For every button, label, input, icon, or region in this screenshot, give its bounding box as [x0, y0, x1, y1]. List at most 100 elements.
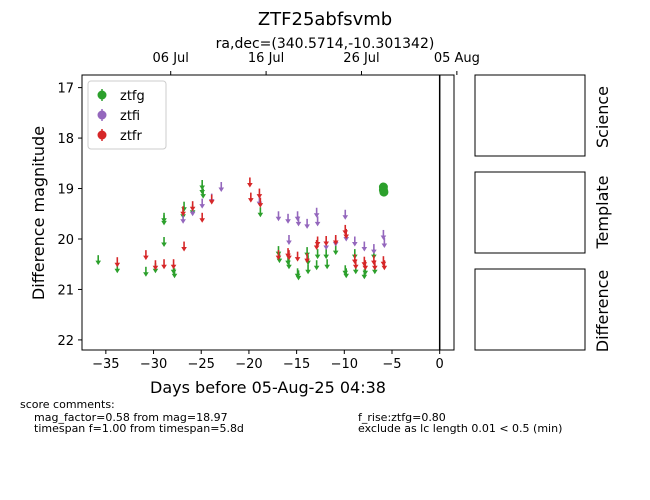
score-comments-header: score comments:	[20, 398, 115, 411]
limit-arrow-ztfg	[342, 265, 349, 276]
limit-arrow-ztfi	[199, 198, 205, 209]
top-date-tick-label: 05 Aug	[434, 51, 480, 66]
limit-arrow-head	[199, 218, 205, 223]
limit-arrow-head	[323, 254, 329, 260]
limit-arrow-ztfi	[381, 238, 388, 249]
legend-label-ztfi: ztfi	[120, 109, 140, 124]
x-axis-label: Days before 05-Aug-25 04:38	[150, 378, 386, 397]
legend-label-ztfg: ztfg	[120, 89, 145, 104]
limit-arrow-head	[199, 185, 205, 190]
limit-arrow-ztfr	[371, 255, 377, 266]
limit-arrow-ztfg	[143, 266, 149, 277]
limit-arrow-ztfg	[200, 188, 206, 199]
limit-arrow-head	[161, 220, 167, 226]
limit-arrow-ztfr	[152, 260, 159, 271]
limit-arrow-ztfg	[161, 237, 167, 248]
template-label: Template	[593, 175, 612, 249]
limit-arrow-head	[372, 265, 378, 271]
limit-arrow-ztfr	[275, 250, 282, 261]
limit-arrow-ztfg	[286, 259, 292, 270]
limit-arrow-ztfr	[304, 253, 310, 264]
limit-arrow-ztfg	[257, 207, 264, 218]
limit-arrow-head	[371, 249, 377, 255]
limit-arrow-head	[314, 242, 321, 247]
limit-arrow-head	[200, 194, 206, 199]
limit-arrow-ztfr	[143, 250, 149, 261]
science-panel	[474, 74, 586, 157]
y-tick-label: 18	[57, 132, 74, 147]
limit-arrow-head	[304, 258, 310, 264]
limit-arrow-head	[380, 235, 387, 240]
limit-arrow-head	[248, 198, 254, 203]
score-comment-f-rise: f_rise:ztfg=0.80	[358, 411, 446, 424]
limit-arrow-ztfr	[256, 188, 263, 199]
limit-arrow-head	[143, 272, 149, 277]
legend-marker-ztfg	[97, 90, 107, 100]
limit-arrow-head	[313, 245, 320, 251]
x-tick-label: −20	[235, 357, 262, 372]
limit-arrow-ztfr	[247, 177, 253, 188]
limit-arrow-head	[314, 254, 321, 260]
limit-arrow-head	[276, 258, 283, 264]
limit-arrow-ztfi	[275, 211, 282, 222]
limit-arrow-ztfr	[208, 194, 215, 205]
limit-arrow-head	[161, 264, 167, 270]
limit-arrow-head	[332, 250, 339, 256]
limit-arrow-head	[152, 265, 159, 271]
difference-panel	[474, 268, 586, 351]
limit-arrow-head	[114, 262, 121, 268]
limit-arrow-head	[286, 255, 292, 261]
limit-arrow-head	[114, 268, 121, 274]
y-axis-label: Difference magnitude	[29, 126, 48, 300]
limit-arrow-ztfr	[294, 251, 301, 262]
limit-arrow-head	[371, 260, 377, 266]
x-tick-label: −10	[331, 357, 358, 372]
score-comment-exclude: exclude as lc length 0.01 < 0.5 (min)	[358, 422, 563, 435]
limit-arrow-ztfr	[314, 236, 321, 247]
legend-marker-ztfi	[97, 110, 107, 120]
limit-arrow-head	[256, 194, 263, 199]
top-date-tick-label: 16 Jul	[248, 51, 284, 66]
limit-arrow-head	[352, 259, 358, 265]
limit-arrow-head	[199, 204, 205, 209]
limit-arrow-ztfr	[257, 197, 264, 208]
limit-arrow-head	[362, 265, 369, 271]
limit-arrow-head	[247, 182, 253, 188]
limit-arrow-head	[181, 247, 187, 252]
x-tick-label: −25	[188, 357, 215, 372]
data-point-ztfg	[379, 187, 389, 197]
y-tick-label: 17	[57, 82, 74, 97]
limit-arrow-ztfg	[314, 249, 321, 260]
limit-arrow-head	[180, 219, 186, 224]
limit-arrow-head	[257, 203, 264, 208]
limit-arrow-head	[180, 211, 186, 217]
limit-arrow-ztfr	[180, 206, 186, 217]
limit-arrow-ztfr	[286, 250, 292, 261]
y-tick-label: 20	[57, 233, 74, 248]
limit-arrow-head	[295, 275, 302, 281]
y-tick-label: 21	[57, 283, 74, 298]
limit-arrow-ztfi	[218, 182, 225, 193]
limit-arrow-head	[381, 243, 388, 249]
limit-arrow-ztfi	[313, 207, 320, 218]
limit-arrow-head	[161, 218, 167, 223]
limit-arrow-ztfg	[171, 268, 178, 279]
limit-arrow-ztfg	[199, 180, 205, 190]
limit-arrow-head	[285, 219, 291, 224]
x-tick-label: −30	[140, 357, 167, 372]
limit-arrow-ztfi	[286, 235, 292, 245]
limit-arrow-ztfr	[361, 256, 368, 267]
limit-arrow-head	[294, 257, 301, 262]
limit-arrow-head	[372, 269, 378, 275]
chart-title: ZTF25abfsvmb	[258, 9, 392, 30]
limit-arrow-head	[313, 213, 320, 218]
limit-arrow-head	[381, 265, 388, 271]
limit-arrow-ztfr	[362, 260, 369, 271]
limit-arrow-ztfg	[332, 245, 339, 256]
limit-arrow-ztfg	[161, 212, 167, 223]
x-tick-label: −5	[382, 357, 401, 372]
limit-arrow-head	[189, 211, 196, 217]
limit-arrow-ztfg	[324, 259, 330, 270]
top-date-tick-label: 06 Jul	[153, 51, 189, 66]
